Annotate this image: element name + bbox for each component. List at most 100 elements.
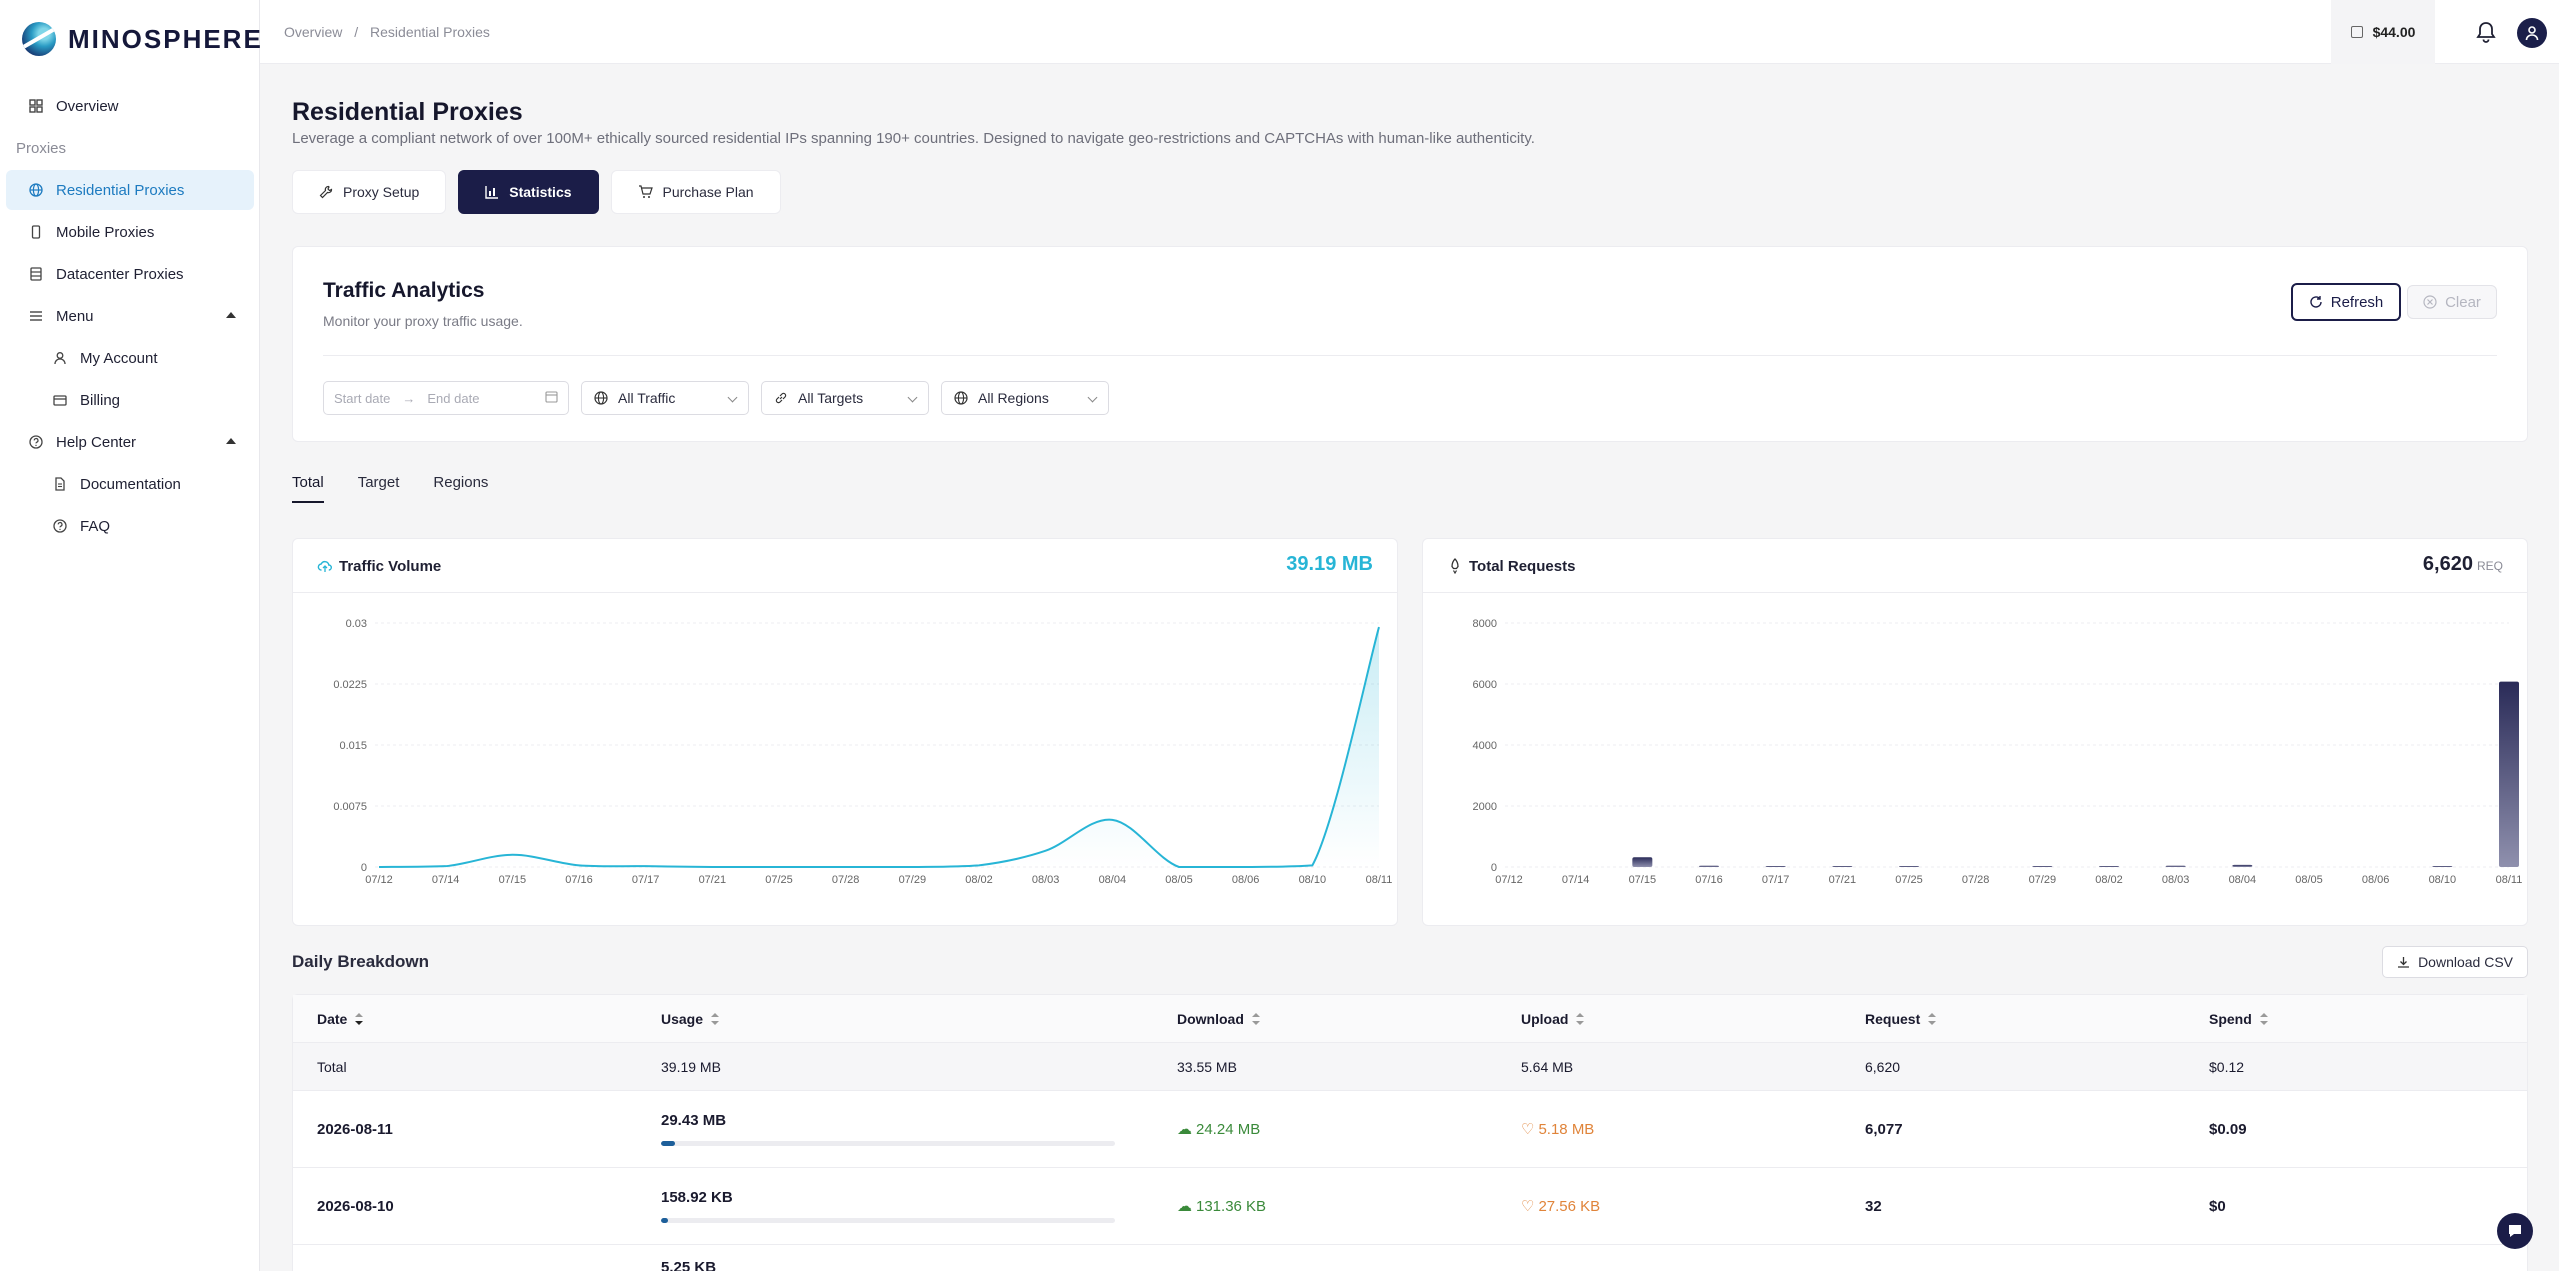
column-header-download[interactable]: Download [1177,995,1260,1042]
download-csv-button[interactable]: Download CSV [2382,946,2528,978]
regions-select[interactable]: All Regions [941,381,1109,415]
column-header-request[interactable]: Request [1865,995,1937,1042]
tab-statistics[interactable]: Statistics [458,170,599,214]
row-download: ☁ 131.36 KB [1177,1168,1266,1244]
x-tick-label: 07/17 [1762,874,1790,886]
sidebar-item-residential[interactable]: Residential Proxies [6,170,254,210]
menu-icon [28,308,44,324]
phone-icon [28,224,44,240]
download-value: 131.36 KB [1196,1197,1267,1215]
proxies-group-label: Proxies [16,139,67,157]
top-bar: Overview / Residential Proxies $44.00 [260,0,2559,64]
traffic-select[interactable]: All Traffic [581,381,749,415]
clear-icon [2423,295,2437,309]
sidebar-item-menu[interactable]: Menu [6,296,254,336]
column-header-usage[interactable]: Usage [661,995,720,1042]
cart-icon [638,185,653,198]
daily-breakdown-title: Daily Breakdown [292,952,429,971]
total-requests-card: Total Requests 6,620 REQ 0 2000 4000 6000 800… [1422,538,2528,926]
sidebar-item-documentation[interactable]: Documentation [6,464,254,504]
table-row[interactable]: 2026-08-11 29.43 MB ☁ 24.24 MB ♡ 5.18 MB 6… [293,1091,2527,1168]
x-tick-label: 07/21 [1829,874,1857,886]
total-upload: 5.64 MB [1521,1058,1574,1075]
breadcrumb-overview[interactable]: Overview [284,24,343,40]
analytics-subtitle: Monitor your proxy traffic usage. [323,313,523,329]
start-date-input[interactable]: Start date [334,390,391,406]
arrow-right-icon: → [402,390,416,406]
chevron-down-icon [727,392,738,403]
end-date-input[interactable]: End date [427,390,480,406]
chevron-down-icon [1087,392,1098,403]
total-requests-chart[interactable]: 0 2000 4000 6000 8000 07/12 07/14 07/15 07/16 07/… [1423,593,2529,927]
avatar[interactable] [2517,18,2547,48]
targets-select[interactable]: All Targets [761,381,929,415]
table-row[interactable]: 5.25 KB [293,1245,2527,1271]
sidebar-item-datacenter[interactable]: Datacenter Proxies [6,254,254,294]
x-tick-label: 08/11 [2496,874,2523,886]
download-cloud-icon: ☁ [1177,1121,1192,1138]
column-header-upload[interactable]: Upload [1521,995,1585,1042]
y-tick-label: 0 [361,862,367,874]
x-tick-label: 07/28 [1962,874,1990,886]
sidebar-item-my-account[interactable]: My Account [6,338,254,378]
subtab-regions[interactable]: Regions [433,474,489,491]
clear-button[interactable]: Clear [2407,285,2497,319]
subtab-target[interactable]: Target [357,474,400,491]
x-tick-label: 07/14 [1562,874,1590,886]
column-header-date[interactable]: Date [317,995,364,1042]
requests-bar [2232,864,2253,867]
requests-bar [2032,866,2053,867]
sidebar-item-label: Datacenter Proxies [56,265,184,283]
daily-breakdown-table: Date Usage Download Upload Request Spend… [292,994,2528,1271]
server-icon [28,266,44,282]
requests-bar [1632,857,1653,867]
x-tick-label: 08/10 [2429,874,2457,886]
table-total-row: Total 39.19 MB 33.55 MB 5.64 MB 6,620 $0… [293,1043,2527,1091]
requests-bar [2499,681,2519,867]
row-upload: ♡ 5.18 MB [1521,1091,1594,1167]
page-description: Leverage a compliant network of over 100… [292,130,1535,147]
refresh-button[interactable]: Refresh [2291,283,2401,321]
table-row[interactable]: 2026-08-10 158.92 KB ☁ 131.36 KB ♡ 27.56 K… [293,1168,2527,1245]
x-tick-label: 08/03 [1032,874,1060,886]
breadcrumb: Overview / Residential Proxies [284,24,490,40]
balance-button[interactable]: $44.00 [2331,0,2435,64]
brand-logo[interactable]: MINOSPHERE [22,22,263,56]
y-tick-label: 0.0225 [333,679,367,691]
sidebar-item-help-center[interactable]: Help Center [6,422,254,462]
bell-icon[interactable] [2475,20,2497,44]
row-request: 6,077 [1865,1120,1903,1138]
date-range-picker[interactable]: Start date → End date [323,381,569,415]
subtab-total[interactable]: Total [292,474,324,503]
x-tick-label: 07/15 [499,874,527,886]
y-tick-label: 4000 [1473,740,1497,752]
total-requests-value: 6,620 REQ [2423,553,2503,576]
sidebar-item-billing[interactable]: Billing [6,380,254,420]
sidebar-item-faq[interactable]: FAQ [6,506,254,546]
row-download: ☁ 24.24 MB [1177,1091,1260,1167]
sort-icon [1928,1012,1937,1025]
sort-icon [355,1012,364,1025]
sidebar-item-overview[interactable]: Overview [6,86,254,126]
tab-purchase-plan[interactable]: Purchase Plan [610,170,781,214]
y-tick-label: 0.015 [339,740,367,752]
tab-label: Proxy Setup [343,184,420,200]
requests-bar [1699,865,1719,867]
x-tick-label: 08/06 [1232,874,1260,886]
y-tick-label: 0 [1491,862,1497,874]
sort-icon [1576,1012,1585,1025]
traffic-volume-chart[interactable]: 0 0.0075 0.015 0.0225 0.03 07/12 07/14 07/15 07/… [293,593,1399,927]
x-tick-label: 07/12 [365,874,393,886]
chat-support-button[interactable] [2497,1213,2533,1249]
chevron-down-icon [907,392,918,403]
sort-icon [711,1012,720,1025]
sidebar-item-label: Mobile Proxies [56,223,155,241]
tab-proxy-setup[interactable]: Proxy Setup [292,170,447,214]
sidebar-item-mobile[interactable]: Mobile Proxies [6,212,254,252]
requests-bar [2432,866,2453,867]
traffic-select-value: All Traffic [618,390,676,406]
column-header-spend[interactable]: Spend [2209,995,2268,1042]
y-tick-label: 0.03 [346,618,367,630]
divider [323,355,2497,356]
upload-icon: ♡ [1521,1121,1535,1138]
